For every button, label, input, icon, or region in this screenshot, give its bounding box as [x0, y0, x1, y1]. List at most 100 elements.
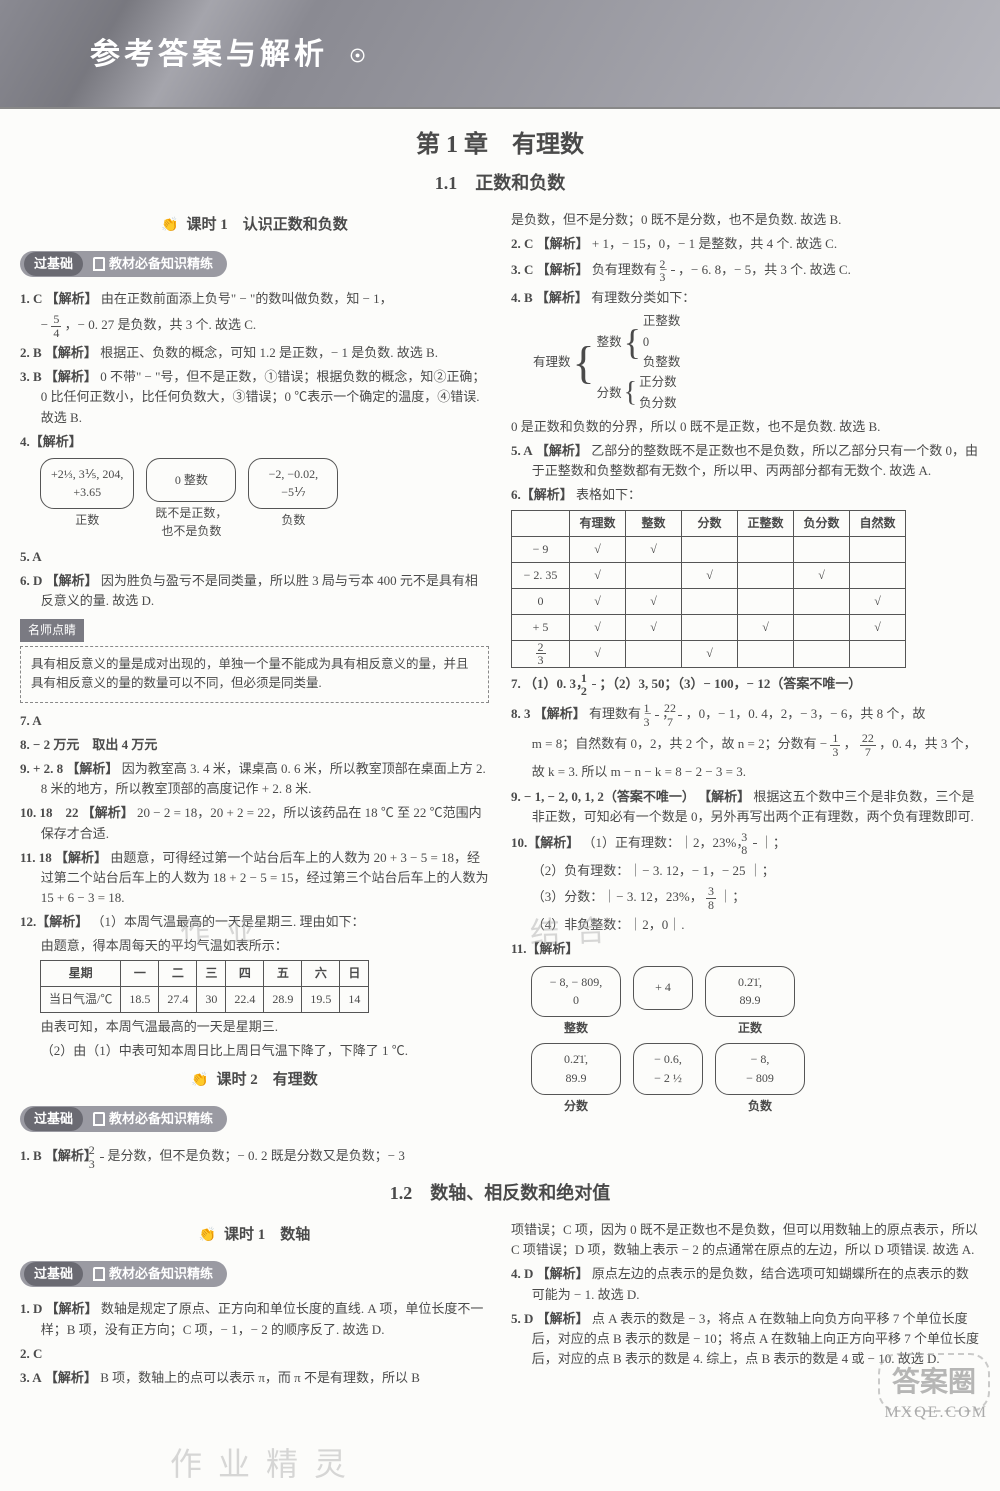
- q12-text-d: （2）由（1）中表可知本周日比上周日气温下降了，下降了 1 ℃.: [20, 1041, 489, 1061]
- th: 正整数: [738, 510, 794, 536]
- q4-b3-l1: −2, −0.02,: [269, 465, 319, 484]
- rq7-a: （1）0. 3，: [524, 676, 589, 691]
- q5: 5. A: [20, 547, 489, 567]
- tree-frac: 分数 { 正分数 负分数: [597, 373, 681, 413]
- td: 当日气温/℃: [41, 986, 121, 1012]
- book-icon: [93, 1112, 105, 1126]
- q1-num: 1. C: [20, 291, 42, 306]
- q4-b3-lab: 负数: [248, 511, 338, 530]
- band-s2: 过基础 教材必备知识精练: [20, 1261, 227, 1287]
- td: [738, 640, 794, 667]
- q4-box1-rect: +2⅓, 3⅕, 204, +3.65: [40, 458, 134, 509]
- td: √: [570, 562, 626, 588]
- td: √: [626, 588, 682, 614]
- section-2-title: 1.2 数轴、相反数和绝对值: [20, 1180, 980, 1208]
- th: 有理数: [570, 510, 626, 536]
- q2-num: 2. B: [20, 345, 42, 360]
- b-l2: − 2 ½: [654, 1069, 682, 1088]
- rq8-g: 故 k = 3. 所以 m − n − k = 8 − 2 − 3 = 3.: [511, 762, 980, 782]
- s2q1-text: 数轴是规定了原点、正方向和单位长度的直线. A 项，单位长度不一样；B 项，没有…: [41, 1301, 484, 1336]
- td: √: [626, 536, 682, 562]
- td: [738, 536, 794, 562]
- rq11-r1b2: + 4: [633, 966, 693, 1012]
- rq9: 9. − 1, − 2, 0, 1, 2（答案不唯一） 【解析】 根据这五个数中…: [511, 787, 980, 827]
- q7: 7. A: [20, 711, 489, 731]
- rq11-r1b3: 0.2̇1̇, 89.9 正数: [705, 966, 795, 1038]
- q11-tag: 【解析】: [55, 850, 107, 865]
- q3: 3. B 【解析】 0 不带" − "号，但不是正数，①错误；根据负数的概念，知…: [20, 367, 489, 427]
- td: [682, 588, 738, 614]
- rq8-d: m = 8；自然数有 0，2，共 2 个，故 n = 2；分数有 −: [532, 736, 831, 751]
- td: [850, 640, 906, 667]
- rq3-num: 3. C: [511, 262, 533, 277]
- q4-b1-l2: +3.65: [73, 483, 101, 502]
- box-rect: 0.2̇1̇, 89.9: [531, 1043, 621, 1094]
- q4-boxes: +2⅓, 3⅕, 204, +3.65 正数 0 整数 既不是正数， 也不是负数…: [40, 458, 489, 541]
- rq6-num: 6.【解析】: [511, 487, 573, 502]
- q1-line2: − 54 ，− 0. 27 是负数，共 3 个. 故选 C.: [20, 313, 489, 339]
- rq10-head: 10.【解析】 （1）正有理数：｜2，23%， 38 ｜；: [511, 831, 980, 857]
- th: 四: [226, 961, 264, 987]
- brace-icon: {: [624, 324, 641, 360]
- rq7-b: ；（2）3, 50；（3）− 100，− 12（答案不唯一）: [600, 676, 862, 691]
- brace-icon: {: [624, 379, 637, 407]
- fraction-icon: 227: [860, 732, 876, 758]
- s2q3-num: 3. A: [20, 1370, 42, 1385]
- td: √: [738, 614, 794, 640]
- rq10-c-wrap: （3）分数：｜− 3. 12，23%， 38 ｜；: [511, 885, 980, 911]
- rq10-a: （1）正有理数：｜2，23%，: [583, 835, 750, 850]
- td: 14: [340, 986, 369, 1012]
- q4-num: 4.【解析】: [20, 434, 82, 449]
- rq10-c: （3）分数：｜− 3. 12，23%，: [532, 889, 703, 904]
- table-row: + 5 √ √ √ √: [512, 614, 906, 640]
- q4-box2-rect: 0 整数: [146, 458, 236, 502]
- s2rq5-num: 5. D: [511, 1311, 533, 1326]
- q1-text-a: 由在正数前面添上负号" − "的数叫做负数，知 − 1，: [101, 291, 393, 306]
- q3-num: 3. B: [20, 369, 42, 384]
- rq11-r2b1: 0.2̇1̇, 89.9 分数: [531, 1043, 621, 1115]
- b-l1: − 8, − 809,: [550, 973, 603, 992]
- rq8-e: ，: [844, 736, 857, 751]
- fraction-icon: 227: [678, 702, 682, 728]
- q6-text: 因为胜负与盈亏不是同类量，所以胜 3 局与亏本 400 元不是具有相反意义的量.…: [41, 573, 478, 608]
- tree-b1: 正分数: [639, 373, 677, 392]
- td: 19.5: [302, 986, 340, 1012]
- rq4-tag: 【解析】: [536, 290, 588, 305]
- q2-text: 根据正、负数的概念，可知 1.2 是正数，− 1 是负数. 故选 B.: [100, 345, 438, 360]
- td: [850, 536, 906, 562]
- rq7: 7. （1）0. 3， 12 ；（2）3, 50；（3）− 100，− 12（答…: [511, 672, 980, 698]
- th: 自然数: [850, 510, 906, 536]
- b-l2: − 809: [746, 1069, 774, 1088]
- q6: 6. D 【解析】 因为胜负与盈亏不是同类量，所以胜 3 局与亏本 400 元不…: [20, 571, 489, 611]
- q3-text: 0 不带" − "号，但不是正数，①错误；根据负数的概念，知②正确；0 比任何正…: [41, 369, 486, 424]
- header-title: 参考答案与解析: [90, 38, 328, 71]
- s2rq4-tag: 【解析】: [537, 1266, 589, 1281]
- rq5-text: 乙部分的整数既不是正数也不是负数，所以乙部分只有一个数 0，由于正整数和负整数都…: [532, 443, 978, 478]
- q4-box1: +2⅓, 3⅕, 204, +3.65 正数: [40, 458, 134, 530]
- td: 23: [512, 640, 570, 667]
- band-label: 教材必备知识精练: [109, 1264, 213, 1284]
- rq10-ce: ｜；: [719, 889, 745, 904]
- b-l2: 89.9: [740, 991, 761, 1010]
- page-body: 第 1 章 有理数 1.1 正数和负数 👏 课时 1 认识正数和负数 过基础 教…: [0, 109, 1000, 1422]
- s2q3-text: B 项，数轴上的点可以表示 π，而 π 不是有理数，所以 B: [100, 1370, 420, 1385]
- tree-b2: 负分数: [639, 394, 677, 413]
- rq8-line2: m = 8；自然数有 0，2，共 2 个，故 n = 2；分数有 − 13 ， …: [511, 732, 980, 758]
- table-row: − 9 √ √: [512, 536, 906, 562]
- clap-icon: 👏: [191, 1073, 208, 1088]
- section-2-columns: 👏 课时 1 数轴 过基础 教材必备知识精练 1. D 【解析】 数轴是规定了原…: [20, 1216, 980, 1392]
- section-1-columns: 👏 课时 1 认识正数和负数 过基础 教材必备知识精练 1. C 【解析】 由在…: [20, 206, 980, 1175]
- fraction-icon: 12: [592, 672, 596, 698]
- fraction-icon: 23: [671, 258, 675, 284]
- th: 星期: [41, 961, 121, 987]
- rq6-head: 6.【解析】 表格如下：: [511, 485, 980, 505]
- rq4-text2: 0 是正数和负数的分界，所以 0 既不是正数，也不是负数. 故选 B.: [511, 417, 980, 437]
- lesson-1-text: 课时 1 认识正数和负数: [186, 217, 347, 233]
- rq11-row1: − 8, − 809, 0 整数 + 4 0.2̇1̇, 89.9: [531, 966, 980, 1038]
- b-l1: − 0.6,: [654, 1050, 682, 1069]
- q12-text-b: 由题意，得本周每天的平均气温如表所示：: [20, 936, 489, 956]
- q4-b2-lab: 既不是正数， 也不是负数: [146, 504, 236, 541]
- rq9-num: 9. − 1, − 2, 0, 1, 2（答案不唯一）: [511, 789, 695, 804]
- rq11-head: 11.【解析】: [511, 939, 980, 959]
- td: √: [570, 614, 626, 640]
